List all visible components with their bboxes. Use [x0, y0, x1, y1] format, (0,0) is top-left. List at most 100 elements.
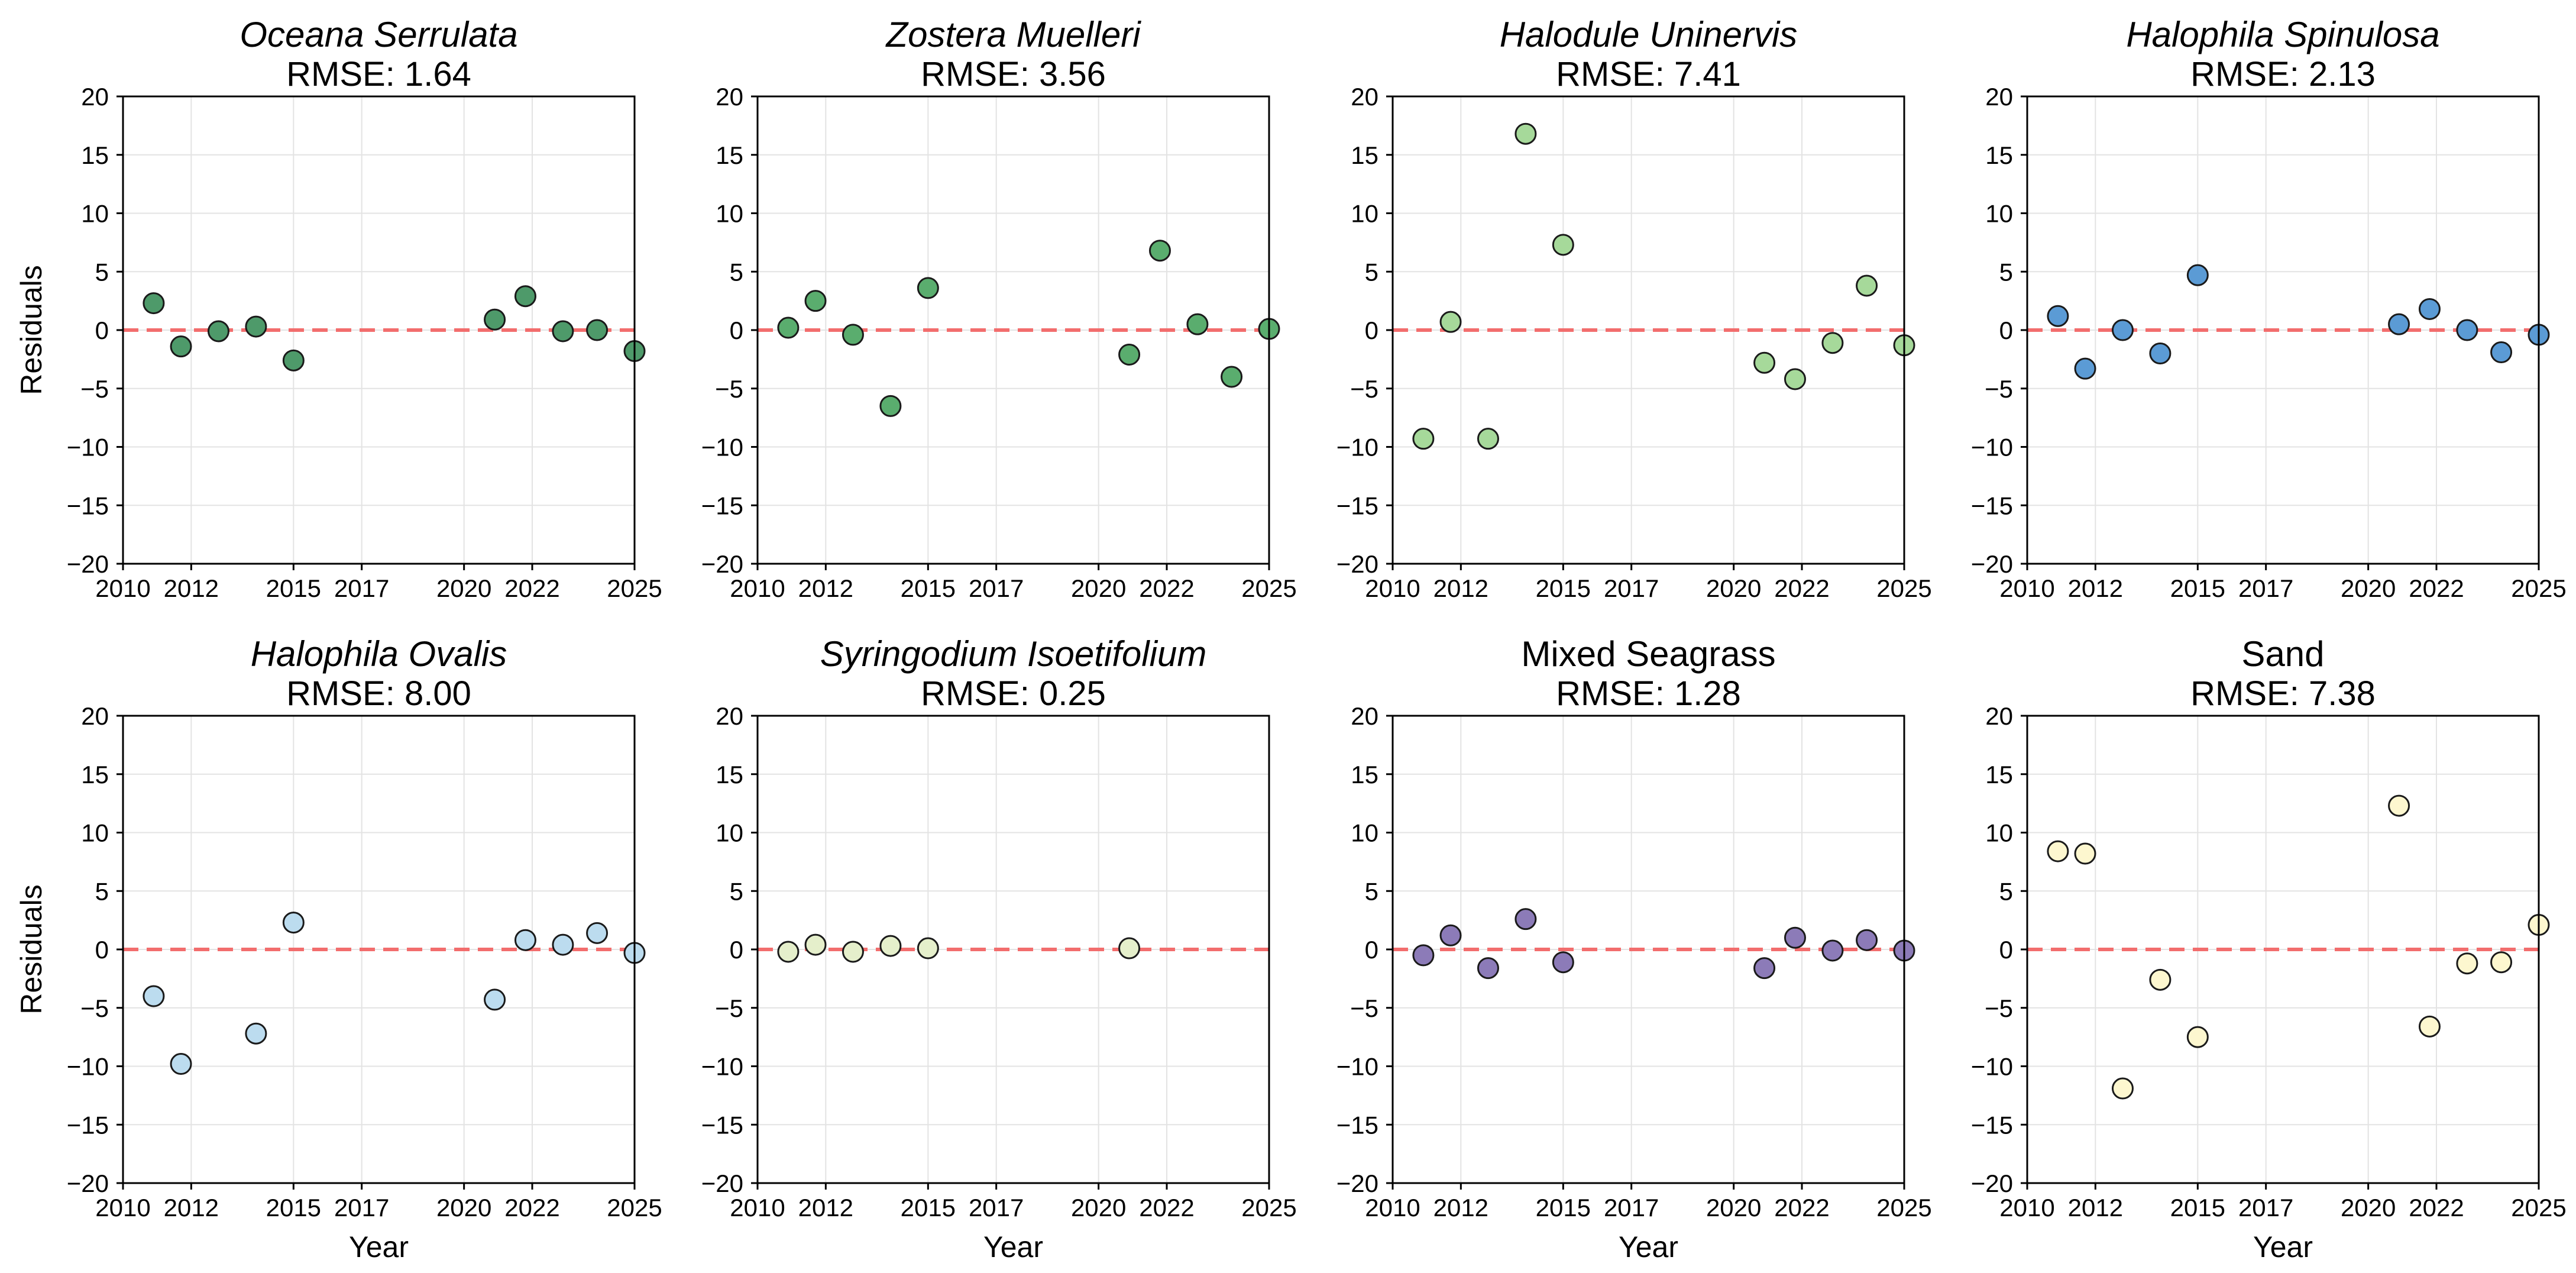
- subplot-rmse: RMSE: 0.25: [921, 674, 1106, 713]
- data-point: [879, 395, 902, 417]
- y-tick-label: −10: [1971, 1053, 2013, 1081]
- data-point: [1856, 929, 1878, 951]
- data-point: [2388, 794, 2410, 817]
- data-point: [804, 933, 827, 956]
- data-point: [552, 320, 574, 343]
- y-tick-label: 0: [95, 316, 109, 344]
- x-tick-label: 2015: [901, 1194, 956, 1222]
- data-point: [2111, 1077, 2134, 1100]
- y-tick-label: 0: [1999, 936, 2013, 964]
- x-tick-label: 2012: [2068, 1194, 2123, 1222]
- data-point: [1439, 311, 1462, 333]
- data-point: [2490, 951, 2513, 974]
- x-tick-label: 2010: [730, 574, 785, 602]
- x-tick-label: 2012: [164, 574, 219, 602]
- data-point: [2111, 319, 2134, 341]
- y-tick-label: 0: [730, 936, 743, 964]
- y-tick-label: 15: [1985, 141, 2013, 169]
- x-tick-label: 2022: [1774, 574, 1829, 602]
- subplot-3: 2010 2012 2015 2017 2020 2022 2025−20−15−10−50…: [1336, 15, 1932, 602]
- y-tick-label: 10: [716, 200, 743, 228]
- y-tick-label: −10: [67, 434, 109, 461]
- y-tick-label: 20: [81, 83, 109, 111]
- x-tick-label: 2020: [1071, 1194, 1126, 1222]
- y-tick-label: −10: [1971, 434, 2013, 461]
- subplot-rmse: RMSE: 7.38: [2190, 674, 2376, 713]
- y-tick-label: 20: [1351, 702, 1378, 730]
- subplot-rmse: RMSE: 2.13: [2190, 55, 2376, 93]
- x-tick-label: 2020: [436, 574, 491, 602]
- data-point: [514, 285, 536, 308]
- x-tick-label: 2017: [334, 574, 389, 602]
- y-tick-label: −15: [1971, 492, 2013, 519]
- y-tick-label: 10: [1351, 200, 1378, 228]
- y-tick-label: 5: [1365, 877, 1378, 905]
- y-tick-label: −15: [1971, 1111, 2013, 1139]
- x-tick-label: 2022: [504, 1194, 559, 1222]
- y-tick-label: −20: [1336, 1169, 1378, 1197]
- data-point: [2074, 357, 2096, 380]
- y-tick-label: 0: [1365, 316, 1378, 344]
- data-point: [2047, 305, 2069, 327]
- data-point: [1784, 926, 1806, 949]
- data-point: [2149, 343, 2172, 364]
- y-tick-label: 20: [716, 83, 743, 111]
- x-tick-label: 2015: [266, 1194, 321, 1222]
- x-tick-label: 2010: [1365, 574, 1420, 602]
- y-tick-label: 20: [1351, 83, 1378, 111]
- x-tick-label: 2022: [1774, 1194, 1829, 1222]
- x-tick-label: 2025: [607, 574, 662, 602]
- x-tick-label: 2010: [1365, 1194, 1420, 1222]
- data-point: [143, 985, 165, 1007]
- x-tick-label: 2020: [2341, 1194, 2396, 1222]
- y-tick-label: −10: [701, 1053, 743, 1081]
- x-tick-label: 2025: [2511, 1194, 2566, 1222]
- y-tick-label: −5: [715, 994, 743, 1022]
- y-tick-label: −5: [80, 375, 109, 403]
- x-tick-label: 2015: [1536, 574, 1591, 602]
- y-tick-label: 15: [716, 761, 743, 789]
- x-tick-label: 2017: [2238, 574, 2293, 602]
- y-tick-label: 5: [1365, 258, 1378, 286]
- x-axis-label: Year: [1619, 1230, 1678, 1264]
- data-point: [1412, 428, 1435, 450]
- x-tick-label: 2020: [2341, 574, 2396, 602]
- y-tick-label: −15: [1336, 1111, 1378, 1139]
- data-point: [1118, 343, 1141, 366]
- y-tick-label: 20: [81, 702, 109, 730]
- subplot-title: Mixed Seagrass: [1521, 634, 1775, 674]
- x-axis-label: Year: [983, 1230, 1043, 1264]
- data-point: [207, 320, 229, 343]
- subplot-title: Halophila Spinulosa: [2126, 15, 2439, 54]
- y-tick-label: 15: [81, 761, 109, 789]
- data-point: [917, 277, 939, 299]
- x-tick-label: 2017: [2238, 1194, 2293, 1222]
- y-tick-label: −10: [1336, 1053, 1378, 1081]
- x-tick-label: 2010: [95, 574, 150, 602]
- y-tick-label: −15: [701, 492, 743, 519]
- x-tick-label: 2010: [1999, 1194, 2054, 1222]
- data-point: [2456, 319, 2478, 341]
- y-tick-label: 5: [95, 877, 109, 905]
- y-tick-label: −20: [701, 550, 743, 578]
- data-point: [917, 937, 939, 959]
- y-tick-label: −20: [1971, 1169, 2013, 1197]
- data-point: [170, 335, 192, 358]
- y-tick-label: −15: [67, 492, 109, 519]
- data-point: [1186, 313, 1209, 335]
- x-tick-label: 2025: [1241, 574, 1296, 602]
- x-tick-label: 2015: [901, 574, 956, 602]
- y-tick-label: −10: [701, 434, 743, 461]
- y-tick-label: 0: [1365, 936, 1378, 964]
- x-tick-label: 2015: [1536, 1194, 1591, 1222]
- y-tick-label: 0: [95, 936, 109, 964]
- x-tick-label: 2020: [1706, 574, 1761, 602]
- data-point: [1412, 944, 1435, 967]
- x-tick-label: 2015: [2170, 1194, 2225, 1222]
- x-tick-label: 2022: [504, 574, 559, 602]
- data-point: [1821, 939, 1844, 962]
- data-point: [282, 912, 305, 934]
- data-point: [170, 1053, 192, 1075]
- subplot-rmse: RMSE: 8.00: [286, 674, 471, 713]
- x-tick-label: 2017: [969, 574, 1024, 602]
